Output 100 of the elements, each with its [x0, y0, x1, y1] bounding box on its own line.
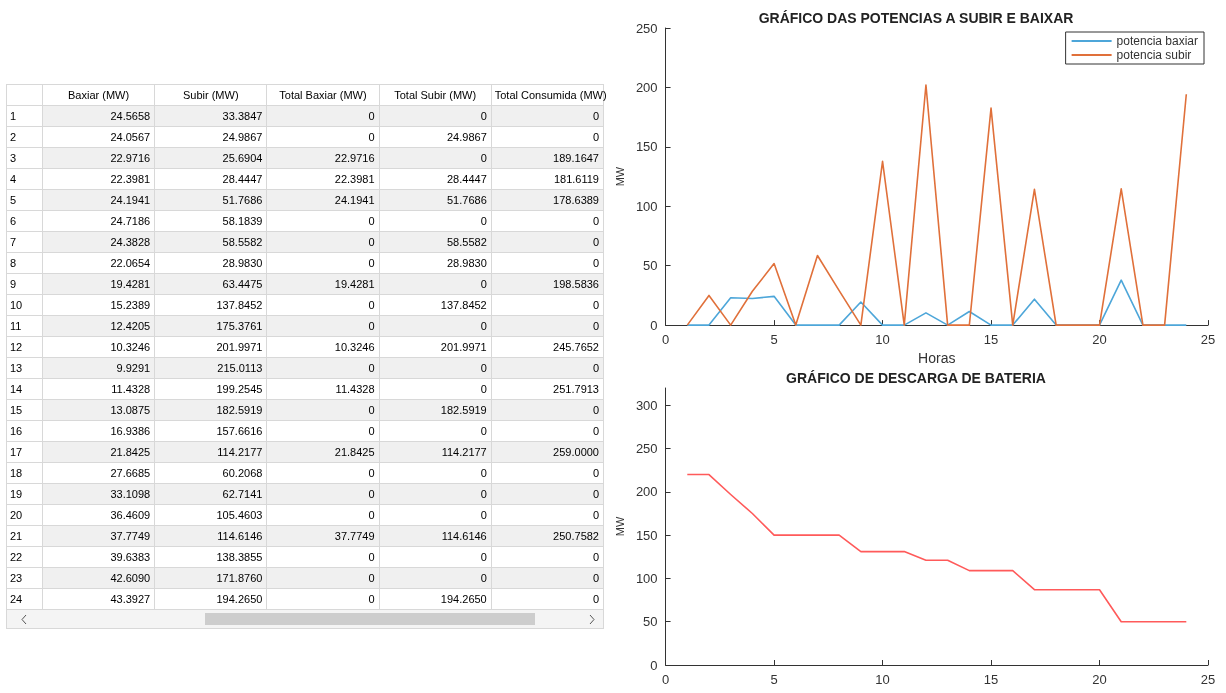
- data-label: 15.2389: [42, 294, 155, 316]
- y-axis-title: MW: [613, 166, 626, 187]
- data-label: 22.3981: [266, 168, 380, 190]
- data-label: 0: [491, 126, 604, 148]
- y-tick-label: 18: [6, 462, 43, 484]
- data-label: 0: [491, 105, 604, 127]
- data-label: 0: [379, 147, 492, 169]
- chart-title: GRÁFICO DE DESCARGA DE BATERIA: [786, 370, 1046, 386]
- y-tick-label: 12: [6, 336, 43, 358]
- x-tick-label: Total Baxiar (MW): [266, 84, 380, 106]
- y-tick-label: 150: [635, 139, 658, 155]
- data-label: 0: [491, 357, 604, 379]
- x-tick-label: 0: [661, 672, 670, 687]
- data-label: 21.8425: [42, 441, 155, 463]
- data-label: 114.2177: [154, 441, 267, 463]
- y-tick-label: 16: [6, 420, 43, 442]
- y-tick-label: 50: [643, 614, 658, 630]
- data-label: 11.4328: [266, 378, 380, 400]
- y-tick-label: 17: [6, 441, 43, 463]
- data-label: 105.4603: [154, 504, 267, 526]
- data-label: 251.7913: [491, 378, 604, 400]
- x-tick-label: 20: [1092, 672, 1107, 687]
- data-label: 22.0654: [42, 252, 155, 274]
- data-label: 114.2177: [379, 441, 492, 463]
- data-label: 39.6383: [42, 546, 155, 568]
- data-label: 201.9971: [379, 336, 492, 358]
- data-label: 22.9716: [266, 147, 380, 169]
- y-tick-label: 6: [6, 210, 43, 232]
- data-label: 0: [379, 546, 492, 568]
- data-label: 137.8452: [154, 294, 267, 316]
- y-tick-label: 2: [6, 126, 43, 148]
- x-tick-label: 10: [875, 672, 890, 687]
- y-tick-label: 4: [6, 168, 43, 190]
- data-label: 19.4281: [42, 273, 155, 295]
- data-label: 28.4447: [154, 168, 267, 190]
- data-label: 0: [266, 231, 380, 253]
- data-label: 0: [266, 588, 380, 610]
- data-label: 198.5836: [491, 273, 604, 295]
- data-label: 24.9867: [379, 126, 492, 148]
- data-label: 0: [266, 294, 380, 316]
- y-tick-label: 14: [6, 378, 43, 400]
- data-label: 175.3761: [154, 315, 267, 337]
- y-tick-label: 0: [650, 317, 658, 333]
- data-label: 0: [379, 273, 492, 295]
- data-label: 0: [491, 399, 604, 421]
- data-label: 178.6389: [491, 189, 604, 211]
- x-tick-label: 25: [1200, 672, 1216, 687]
- data-label: 0: [266, 504, 380, 526]
- data-label: 22.9716: [42, 147, 155, 169]
- data-label: 28.4447: [379, 168, 492, 190]
- data-label: 60.2068: [154, 462, 267, 484]
- data-label: 24.0567: [42, 126, 155, 148]
- y-tick-label: 0: [650, 657, 658, 673]
- data-label: 62.7141: [154, 483, 267, 505]
- data-label: 0: [491, 504, 604, 526]
- y-tick-label: 250: [635, 20, 658, 36]
- y-tick-label: 50: [643, 258, 658, 274]
- y-tick-label: 20: [6, 504, 43, 526]
- x-tick-label: 25: [1200, 332, 1216, 348]
- y-tick-label: 200: [635, 484, 658, 500]
- x-tick-label: 15: [983, 332, 999, 348]
- data-label: 36.4609: [42, 504, 155, 526]
- x-tick-label: 5: [770, 672, 778, 687]
- y-tick-label: 13: [6, 357, 43, 379]
- y-tick-label: 24: [6, 588, 43, 610]
- data-label: 0: [491, 294, 604, 316]
- x-tick-label: Total Subir (MW): [379, 84, 492, 106]
- data-label: 24.9867: [154, 126, 267, 148]
- y-tick-label: 19: [6, 483, 43, 505]
- data-label: 22.3981: [42, 168, 155, 190]
- data-label: 157.6616: [154, 420, 267, 442]
- data-label: 51.7686: [154, 189, 267, 211]
- line-series: [686, 473, 1188, 623]
- data-label: 171.8760: [154, 567, 267, 589]
- chart-title: GRÁFICO DAS POTENCIAS A SUBIR E BAIXAR: [758, 10, 1074, 26]
- data-label: 63.4475: [154, 273, 267, 295]
- y-tick-label: 1: [6, 105, 43, 127]
- data-label: 43.3927: [42, 588, 155, 610]
- data-label: 194.2650: [154, 588, 267, 610]
- y-axis-title: MW: [613, 516, 626, 537]
- data-label: 42.6090: [42, 567, 155, 589]
- y-tick-label: 23: [6, 567, 43, 589]
- x-tick-label: 0: [661, 332, 670, 348]
- data-label: 0: [491, 252, 604, 274]
- y-tick-label: 300: [635, 397, 658, 413]
- data-label: 0: [266, 210, 380, 232]
- data-label: 0: [491, 210, 604, 232]
- data-label: 24.7186: [42, 210, 155, 232]
- y-tick-label: 150: [635, 527, 658, 543]
- data-label: 250.7582: [491, 525, 604, 547]
- y-tick-label: 21: [6, 525, 43, 547]
- legend-label: potencia baxiar: [1116, 34, 1198, 48]
- x-tick-label: 5: [770, 332, 778, 348]
- x-tick-label: Subir (MW): [154, 84, 267, 106]
- data-label: 0: [266, 105, 380, 127]
- x-tick-label: 20: [1092, 332, 1107, 348]
- y-tick-label: 9: [6, 273, 43, 295]
- data-label: 245.7652: [491, 336, 604, 358]
- data-label: 0: [379, 210, 492, 232]
- data-label: 114.6146: [379, 525, 492, 547]
